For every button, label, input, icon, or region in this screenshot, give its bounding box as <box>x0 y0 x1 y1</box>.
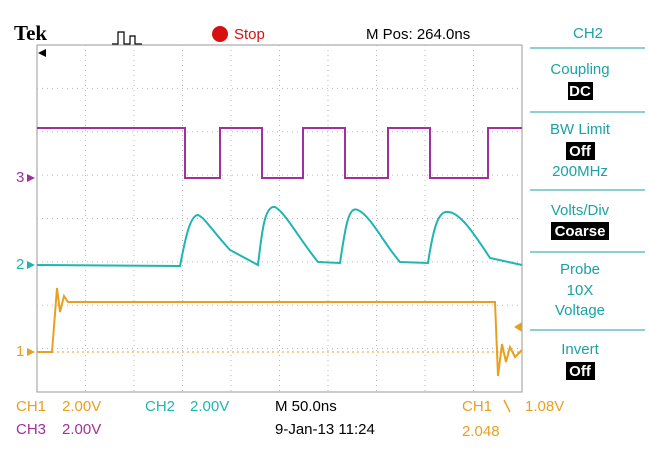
timebase: M 50.0ns <box>275 398 337 415</box>
ch2-label: CH2 <box>145 398 175 415</box>
ch1-trace <box>37 287 523 377</box>
date: 9-Jan-13 11:24 <box>275 421 375 438</box>
slope-icon <box>503 399 511 413</box>
grid <box>37 45 522 392</box>
acq-icon <box>112 31 142 45</box>
trigger-level: 1.08V <box>525 398 564 415</box>
value-box <box>566 142 595 160</box>
ch3-label: CH3 <box>16 421 46 438</box>
value-box <box>568 82 593 100</box>
value-box <box>566 362 595 380</box>
ch1-scale: 2.00V <box>62 398 101 415</box>
trigger-source: CH1 <box>462 398 492 415</box>
menu-channel: CH2 <box>573 25 603 42</box>
ch2-arrow <box>27 261 35 269</box>
ch1-marker: 1 <box>16 343 24 360</box>
menu-label[interactable]: Volts/Div <box>551 202 610 219</box>
ch1-label: CH1 <box>16 398 46 415</box>
menu-value: Off <box>569 363 592 380</box>
menu-extra: 200MHz <box>552 163 608 180</box>
ch1-arrow <box>27 348 35 356</box>
menu-line: Voltage <box>555 302 605 319</box>
ch3-arrow <box>27 174 35 182</box>
menu-line: 10X <box>567 282 594 299</box>
frequency: 2.048 <box>462 423 500 440</box>
time-marker <box>38 49 46 57</box>
position: M Pos: 264.0ns <box>366 26 470 43</box>
trigger-marker <box>514 322 522 332</box>
menu-label[interactable]: Coupling <box>550 61 609 78</box>
ch3-scale: 2.00V <box>62 421 101 438</box>
ch2-trace <box>36 205 523 268</box>
ch3-marker: 3 <box>16 169 24 186</box>
stop-icon <box>212 26 228 42</box>
status: Stop <box>234 26 265 43</box>
ch2-scale: 2.00V <box>190 398 229 415</box>
menu-value: DC <box>569 83 591 100</box>
side-menu: CH2 Coupling DC BW Limit Off 200MHz Volt… <box>530 25 645 380</box>
menu-label[interactable]: BW Limit <box>550 121 611 138</box>
ch3-trace <box>37 127 522 179</box>
menu-value: Off <box>569 143 592 160</box>
graticule <box>36 44 523 393</box>
value-box <box>551 222 609 240</box>
brand: Tek <box>14 21 47 45</box>
menu-label[interactable]: Invert <box>561 341 599 358</box>
menu-value: Coarse <box>555 223 606 240</box>
ch2-marker: 2 <box>16 256 24 273</box>
menu-label[interactable]: Probe <box>560 261 600 278</box>
